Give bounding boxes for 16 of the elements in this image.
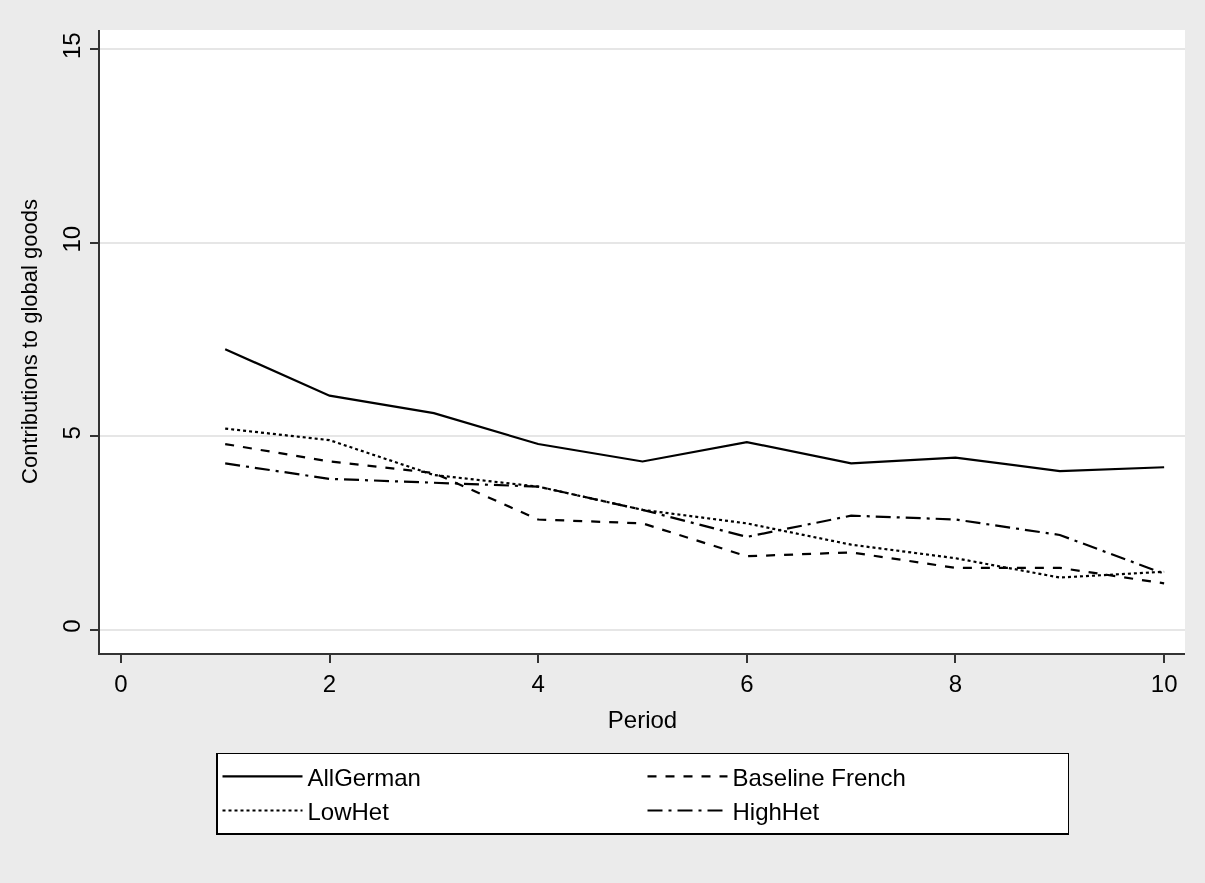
legend-label: HighHet xyxy=(732,797,820,825)
legend-label: LowHet xyxy=(307,797,390,825)
x-tick-label: 0 xyxy=(114,669,128,697)
y-tick-label: 10 xyxy=(58,225,86,253)
x-axis-title: Period xyxy=(607,705,678,733)
y-tick-label: 5 xyxy=(58,426,86,440)
x-tick-label: 8 xyxy=(948,669,963,697)
y-tick-label: 15 xyxy=(58,32,86,60)
y-tick-label: 0 xyxy=(58,619,86,633)
x-tick-label: 6 xyxy=(740,669,754,697)
y-axis-title: Contributions to global goods xyxy=(16,199,42,484)
x-tick-label: 4 xyxy=(531,669,545,697)
legend-label: Baseline French xyxy=(732,763,906,791)
legend-label: AllGerman xyxy=(307,763,421,791)
x-tick-label: 2 xyxy=(322,669,337,697)
x-tick-label: 10 xyxy=(1150,669,1178,697)
